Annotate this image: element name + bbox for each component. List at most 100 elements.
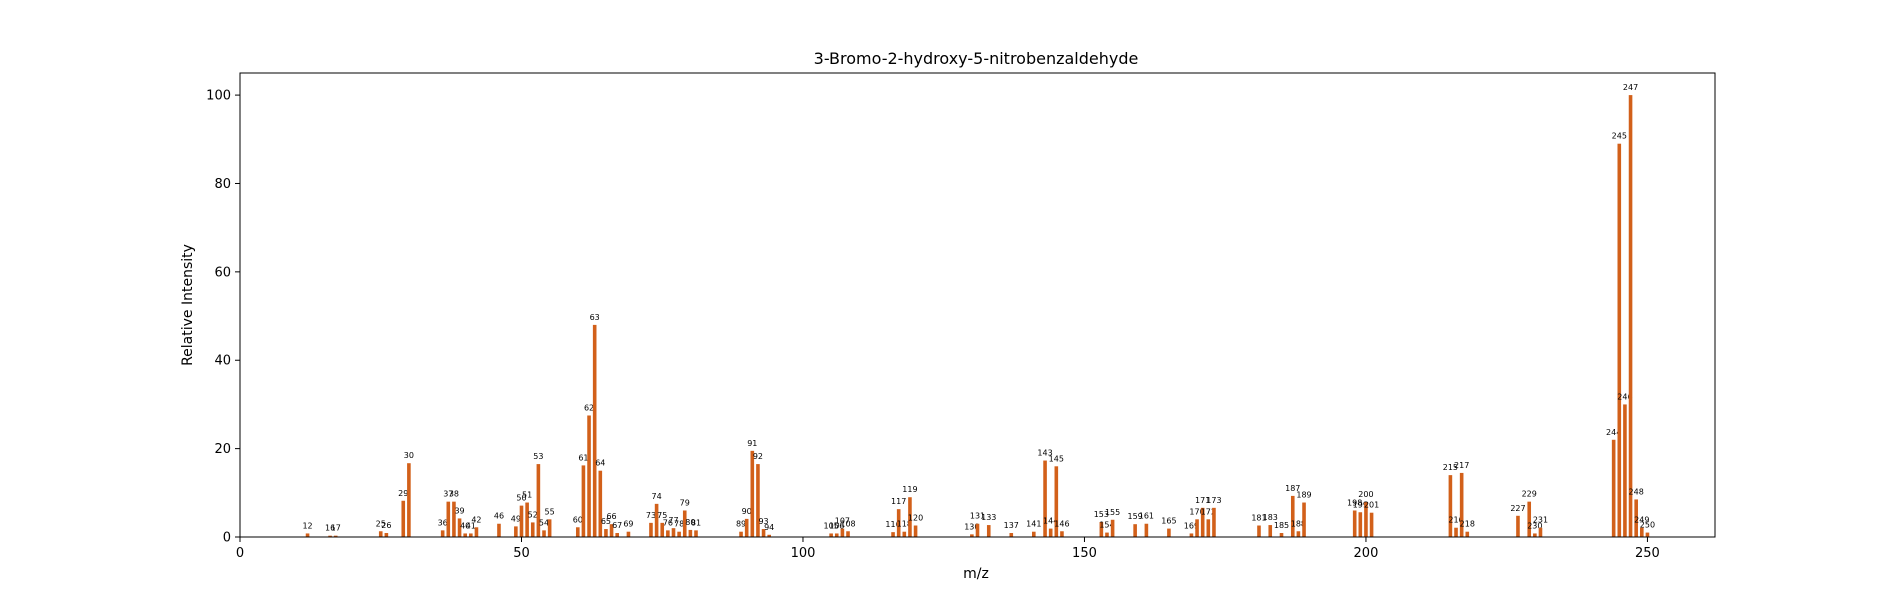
x-axis: 0 50 100 150 200 250: [236, 537, 1660, 561]
bar-mz-78: [677, 531, 681, 537]
bar-label-mz-165: 165: [1161, 517, 1176, 526]
bar-mz-189: [1302, 502, 1306, 537]
bar-label-mz-119: 119: [902, 485, 917, 494]
bar-mz-153: [1099, 521, 1104, 537]
bar-label-mz-75: 75: [657, 511, 667, 520]
bar-label-mz-12: 12: [302, 521, 312, 530]
bar-label-mz-105: 105: [823, 521, 838, 530]
bar-label-mz-120: 120: [908, 514, 923, 523]
bar-mz-216: [1454, 527, 1458, 537]
bar-mz-92: [756, 464, 760, 537]
bar-mz-119: [908, 497, 912, 537]
bar-mz-79: [682, 510, 687, 537]
bar-label-mz-227: 227: [1510, 504, 1525, 513]
bar-mz-201: [1369, 512, 1374, 537]
x-tick-label: 100: [791, 546, 816, 561]
y-tick-label: 0: [223, 531, 231, 546]
bar-mz-131: [975, 523, 980, 537]
bar-label-mz-188: 188: [1291, 519, 1306, 528]
bar-label-mz-17: 17: [331, 524, 341, 533]
bar-mz-50: [519, 505, 524, 537]
bar-mz-25: [378, 531, 383, 537]
bar-label-mz-245: 245: [1612, 132, 1627, 141]
bar-label-mz-118: 118: [897, 520, 912, 529]
bar-mz-60: [575, 527, 580, 537]
bar-label-mz-16: 16: [325, 524, 335, 533]
bar-mz-199: [1358, 512, 1363, 537]
bar-label-mz-173: 173: [1206, 496, 1221, 505]
bar-label-mz-198: 198: [1347, 498, 1362, 507]
bar-mz-51: [525, 502, 529, 537]
bar-mz-181: [1257, 525, 1261, 537]
bar-label-mz-89: 89: [736, 520, 746, 529]
bar-label-mz-78: 78: [674, 520, 684, 529]
bar-label-mz-249: 249: [1634, 516, 1649, 525]
bar-mz-37: [446, 501, 451, 537]
bar-mz-66: [609, 524, 614, 537]
bar-label-mz-137: 137: [1004, 521, 1019, 530]
bar-mz-188: [1296, 531, 1301, 537]
bar-label-mz-77: 77: [668, 516, 678, 525]
bar-mz-146: [1060, 531, 1064, 537]
x-tick-label: 0: [236, 546, 244, 561]
bar-label-mz-69: 69: [623, 520, 633, 529]
bar-mz-105: [829, 533, 833, 537]
bar-mz-117: [896, 509, 901, 537]
bar-label-mz-154: 154: [1099, 521, 1114, 530]
bar-mz-29: [401, 500, 406, 537]
bar-mz-54: [542, 530, 546, 537]
bar-label-mz-187: 187: [1285, 484, 1300, 493]
bar-label-mz-199: 199: [1353, 500, 1368, 509]
y-tick-label: 100: [206, 89, 231, 104]
bar-mz-247: [1628, 95, 1633, 537]
bar-mz-161: [1144, 523, 1149, 537]
bar-mz-64: [598, 470, 603, 537]
bar-mz-154: [1105, 532, 1109, 537]
bar-label-mz-39: 39: [454, 506, 464, 515]
bar-mz-77: [671, 528, 676, 537]
bar-mz-155: [1110, 519, 1115, 537]
bar-mz-173: [1212, 507, 1216, 537]
bar-mz-107: [840, 528, 845, 537]
bar-label-mz-130: 130: [964, 522, 979, 531]
bar-label-mz-185: 185: [1274, 521, 1289, 530]
bar-mz-145: [1054, 466, 1059, 537]
bar-mz-169: [1189, 533, 1194, 537]
bar-mz-106: [834, 533, 839, 537]
bar-label-mz-229: 229: [1522, 490, 1537, 499]
bar-label-mz-60: 60: [573, 515, 583, 524]
bar-mz-227: [1516, 515, 1520, 537]
bar-mz-63: [592, 324, 597, 537]
bar-label-mz-40: 40: [460, 521, 470, 530]
x-tick-label: 250: [1635, 546, 1660, 561]
bar-label-mz-53: 53: [533, 452, 543, 461]
bar-label-mz-49: 49: [511, 514, 521, 523]
bar-mz-185: [1279, 533, 1284, 537]
bar-mz-133: [986, 525, 991, 537]
bar-label-mz-94: 94: [764, 523, 774, 532]
bar-mz-229: [1527, 501, 1532, 537]
bar-label-mz-183: 183: [1263, 513, 1278, 522]
bar-mz-53: [536, 464, 541, 537]
x-tick-label: 50: [513, 546, 530, 561]
bar-label-mz-230: 230: [1527, 521, 1542, 530]
bar-label-mz-116: 116: [885, 520, 900, 529]
bar-label-mz-25: 25: [376, 519, 386, 528]
bar-mz-137: [1009, 533, 1014, 537]
bar-label-mz-155: 155: [1105, 508, 1120, 517]
plot-frame: [239, 72, 1716, 538]
bar-mz-183: [1268, 525, 1273, 537]
bar-mz-46: [497, 523, 501, 537]
bar-mz-74: [654, 503, 659, 537]
bar-label-mz-250: 250: [1640, 521, 1655, 530]
bar-label-mz-248: 248: [1629, 487, 1644, 496]
bar-label-mz-231: 231: [1533, 516, 1548, 525]
bar-mz-42: [474, 527, 479, 537]
bar-label-mz-201: 201: [1364, 501, 1379, 510]
bar-label-mz-216: 216: [1448, 516, 1463, 525]
bar-label-mz-26: 26: [381, 521, 391, 530]
bar-label-mz-172: 172: [1201, 507, 1216, 516]
bar-mz-217: [1459, 472, 1464, 537]
bar-label-mz-200: 200: [1358, 490, 1373, 499]
